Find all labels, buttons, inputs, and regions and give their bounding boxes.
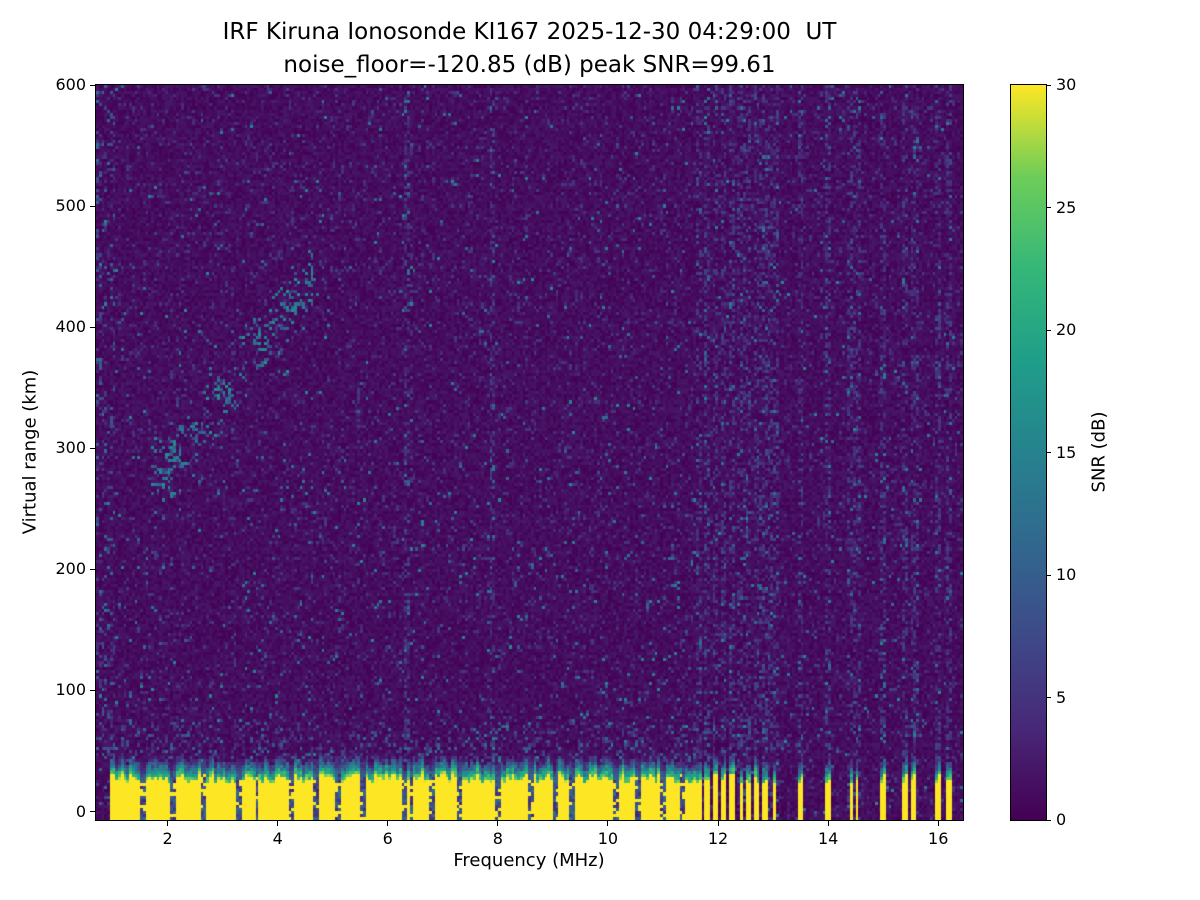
y-tick-label: 600 <box>55 75 86 94</box>
y-tick-label: 500 <box>55 196 86 216</box>
colorbar-tick-label: 15 <box>1056 442 1077 462</box>
y-tick-label: 400 <box>55 317 86 337</box>
x-tick-label: 10 <box>597 829 619 848</box>
colorbar-tick <box>1047 574 1051 576</box>
chart-title-block: IRF Kiruna Ionosonde KI167 2025-12-30 04… <box>96 16 963 82</box>
colorbar-tick-label: 30 <box>1056 75 1077 94</box>
x-tick-label: 4 <box>272 829 283 848</box>
x-tick-label: 6 <box>382 829 393 848</box>
y-tick <box>90 84 95 86</box>
x-tick <box>387 821 389 826</box>
x-tick-label: 12 <box>707 829 729 848</box>
y-tick <box>90 811 95 813</box>
colorbar-tick <box>1047 329 1051 331</box>
colorbar-tick-label: 25 <box>1056 197 1077 217</box>
colorbar-tick <box>1047 697 1051 698</box>
x-tick <box>937 821 939 826</box>
x-tick-label: 8 <box>492 829 503 848</box>
x-tick <box>827 821 829 826</box>
colorbar-tick-label: 20 <box>1056 320 1077 339</box>
colorbar-tick <box>1047 452 1051 453</box>
y-tick-label: 0 <box>75 801 86 821</box>
colorbar <box>1010 84 1047 821</box>
colorbar-gradient-canvas <box>1011 85 1046 820</box>
y-tick-label: 100 <box>55 680 86 700</box>
x-tick <box>497 821 499 826</box>
colorbar-tick <box>1047 84 1051 86</box>
y-tick <box>90 568 95 570</box>
x-tick-label: 2 <box>162 829 173 848</box>
ionogram-heatmap-canvas <box>96 85 963 820</box>
chart-title: IRF Kiruna Ionosonde KI167 2025-12-30 04… <box>222 19 837 45</box>
heatmap-plot-area <box>95 84 964 821</box>
y-tick-label: 300 <box>55 438 86 458</box>
x-tick <box>717 821 719 826</box>
x-tick <box>167 821 169 826</box>
y-tick-label: 200 <box>55 559 86 579</box>
colorbar-tick-label: 0 <box>1056 810 1067 829</box>
y-tick <box>90 689 95 691</box>
chart-subtitle: noise_floor=-120.85 (dB) peak SNR=99.61 <box>283 52 776 78</box>
x-tick <box>277 821 279 826</box>
colorbar-tick <box>1047 819 1051 821</box>
y-tick <box>90 326 95 328</box>
x-tick-label: 16 <box>928 829 949 848</box>
x-tick-label: 14 <box>817 829 839 848</box>
colorbar-tick-label: 10 <box>1056 565 1077 584</box>
colorbar-tick-label: 5 <box>1056 687 1067 707</box>
y-tick <box>90 447 95 449</box>
y-tick <box>90 205 95 207</box>
x-axis-label: Frequency (MHz) <box>453 850 605 871</box>
x-tick <box>607 821 609 826</box>
colorbar-tick <box>1047 207 1051 208</box>
